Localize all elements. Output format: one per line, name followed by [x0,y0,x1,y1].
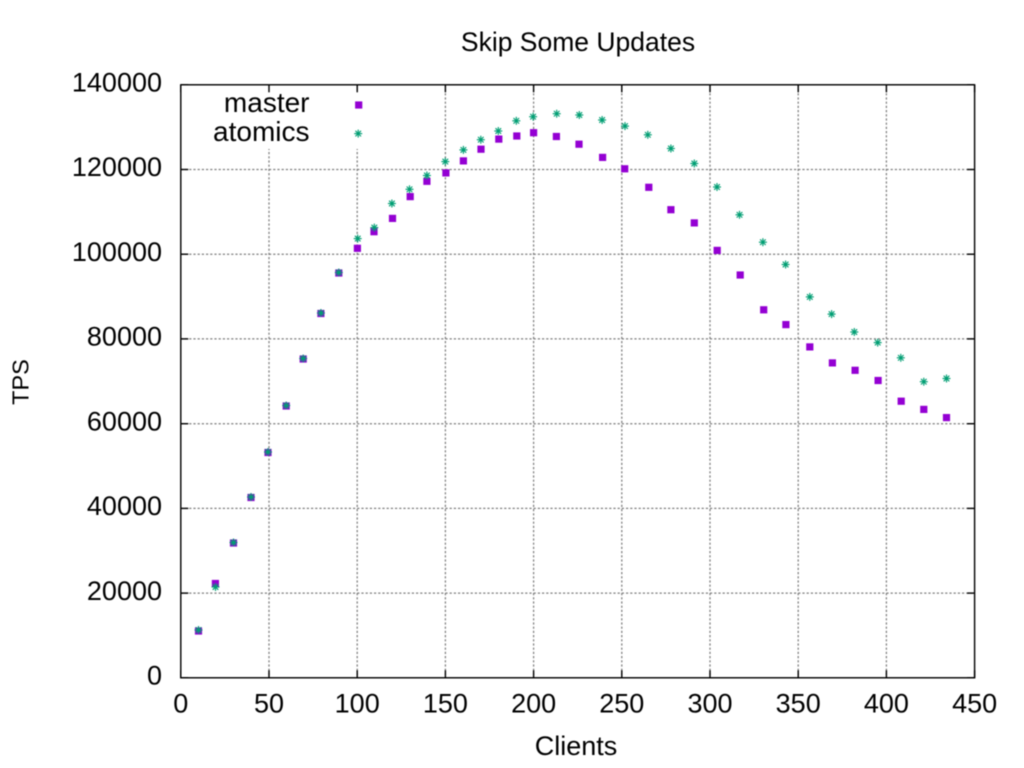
svg-text:400: 400 [864,689,909,719]
svg-text:300: 300 [687,689,732,719]
svg-text:50: 50 [254,689,284,719]
svg-text:Skip Some Updates: Skip Some Updates [461,27,695,57]
svg-text:250: 250 [599,689,644,719]
svg-text:120000: 120000 [72,152,162,182]
svg-text:master: master [224,87,310,118]
svg-text:40000: 40000 [87,491,162,521]
svg-text:60000: 60000 [87,406,162,436]
svg-text:80000: 80000 [87,322,162,352]
svg-text:0: 0 [173,689,188,719]
svg-text:350: 350 [776,689,821,719]
svg-text:100000: 100000 [72,237,162,267]
svg-text:20000: 20000 [87,576,162,606]
svg-text:Clients: Clients [535,731,618,761]
svg-text:atomics: atomics [213,116,309,147]
svg-text:100: 100 [335,689,380,719]
svg-text:200: 200 [511,689,556,719]
svg-text:TPS: TPS [8,359,34,405]
svg-text:0: 0 [147,661,162,691]
svg-text:450: 450 [952,689,997,719]
svg-text:150: 150 [423,689,468,719]
svg-text:140000: 140000 [72,68,162,98]
